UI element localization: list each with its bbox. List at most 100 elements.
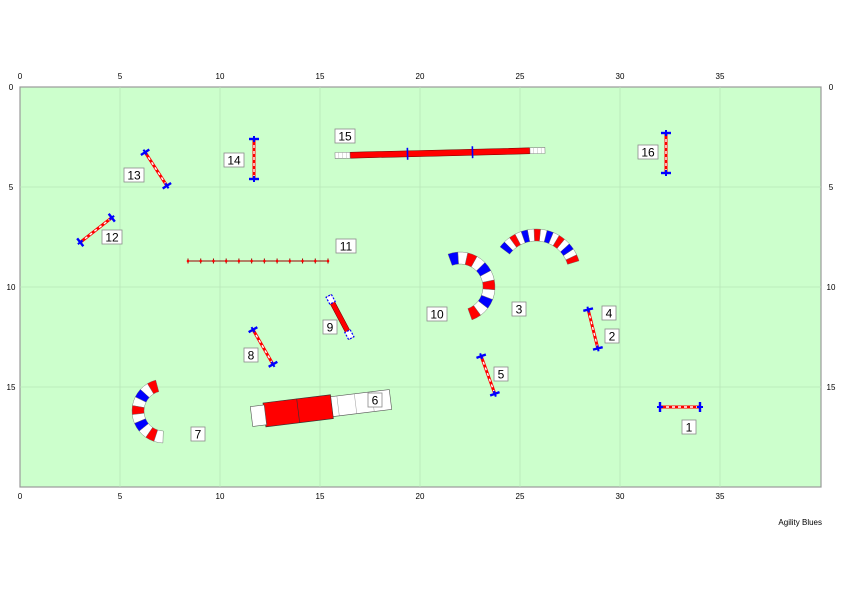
weave-pole-top bbox=[186, 259, 190, 263]
weave-pole-top bbox=[263, 259, 266, 263]
obstacle-label-13: 13 bbox=[123, 167, 145, 183]
obstacle-label-3: 3 bbox=[511, 301, 527, 317]
jump-wing-foot bbox=[164, 182, 170, 189]
x-tick-label-top: 15 bbox=[316, 72, 325, 81]
teeter-contact bbox=[325, 293, 336, 306]
credit-text: Agility Blues bbox=[778, 518, 822, 527]
jump-12 bbox=[76, 213, 116, 247]
weave-pole-top bbox=[224, 259, 228, 263]
label-number: 11 bbox=[340, 240, 353, 254]
chute-barrel-seam bbox=[296, 398, 300, 423]
obstacle-label-7: 7 bbox=[190, 426, 206, 442]
x-tick-label-bottom: 35 bbox=[716, 492, 725, 501]
tunnel-segment bbox=[533, 228, 541, 242]
jump-wing-foot bbox=[596, 345, 600, 352]
y-tick-label-right: 10 bbox=[827, 283, 836, 292]
label-box bbox=[426, 306, 448, 322]
weave-pole-top bbox=[275, 259, 279, 263]
label-box bbox=[604, 328, 620, 344]
x-tick-label-bottom: 10 bbox=[216, 492, 225, 501]
label-box bbox=[367, 392, 383, 408]
weave-pole-top bbox=[301, 259, 304, 263]
jump-bar-stripes bbox=[587, 309, 599, 349]
label-box bbox=[243, 347, 259, 363]
x-tick-label-bottom: 0 bbox=[18, 492, 23, 501]
obstacle-label-8: 8 bbox=[243, 347, 259, 363]
chute-fold bbox=[336, 395, 340, 416]
jump-bar-stripes bbox=[144, 151, 168, 187]
x-tick-label-bottom: 20 bbox=[416, 492, 425, 501]
jump-1 bbox=[657, 402, 703, 412]
label-number: 3 bbox=[516, 303, 523, 317]
label-number: 9 bbox=[327, 321, 334, 335]
weave-11 bbox=[186, 258, 330, 264]
y-tick-label-left: 10 bbox=[7, 283, 16, 292]
label-box bbox=[601, 305, 617, 321]
y-tick-label-left: 5 bbox=[9, 183, 14, 192]
jump-bar-stripes bbox=[79, 217, 113, 243]
jump-wing-foot bbox=[270, 361, 276, 368]
tunnel-segment bbox=[447, 251, 459, 266]
x-tick-label-top: 35 bbox=[716, 72, 725, 81]
jump-wing-foot bbox=[250, 326, 256, 333]
jump-wing-foot bbox=[492, 390, 497, 397]
jump-bar-stripes bbox=[252, 329, 274, 365]
label-number: 12 bbox=[105, 231, 119, 245]
label-number: 10 bbox=[430, 308, 444, 322]
tunnel-segment bbox=[499, 241, 514, 255]
x-tick-label-top: 0 bbox=[18, 72, 23, 81]
x-tick-label-top: 30 bbox=[616, 72, 625, 81]
tunnel-10 bbox=[447, 251, 496, 321]
jump-16 bbox=[661, 130, 671, 176]
obstacle-label-9: 9 bbox=[322, 319, 338, 335]
obstacle-label-15: 15 bbox=[334, 128, 356, 144]
weave-pole-top bbox=[313, 259, 317, 263]
bottom-axis-ticks: 0 5 10 15 20 25 30 35 bbox=[18, 492, 725, 501]
obstacle-label-16: 16 bbox=[637, 144, 659, 160]
obstacle-label-11: 11 bbox=[335, 238, 357, 254]
label-box bbox=[511, 301, 527, 317]
x-tick-label-bottom: 25 bbox=[516, 492, 525, 501]
label-number: 16 bbox=[641, 146, 655, 160]
label-box bbox=[223, 152, 245, 168]
label-number: 8 bbox=[248, 349, 255, 363]
label-box bbox=[334, 128, 356, 144]
label-number: 14 bbox=[227, 154, 241, 168]
x-tick-label-top: 5 bbox=[118, 72, 123, 81]
jump-wing-foot bbox=[586, 306, 590, 313]
label-box bbox=[637, 144, 659, 160]
jump-13 bbox=[140, 148, 172, 190]
y-tick-label-left: 15 bbox=[7, 383, 16, 392]
x-tick-label-bottom: 5 bbox=[118, 492, 123, 501]
obstacle-label-4: 4 bbox=[601, 305, 617, 321]
chute-fold bbox=[354, 393, 357, 414]
label-number: 2 bbox=[609, 330, 616, 344]
y-tick-label-right: 5 bbox=[829, 183, 834, 192]
label-box bbox=[493, 366, 509, 382]
weave-pole-top bbox=[212, 259, 215, 263]
x-tick-label-top: 10 bbox=[216, 72, 225, 81]
obstacle-label-10: 10 bbox=[426, 306, 448, 322]
label-box bbox=[335, 238, 357, 254]
teeter-9 bbox=[325, 293, 355, 341]
tunnel-segment bbox=[153, 429, 164, 444]
obstacle-label-1: 1 bbox=[681, 419, 697, 435]
label-box bbox=[322, 319, 338, 335]
obstacle-label-14: 14 bbox=[223, 152, 245, 168]
obstacle-label-6: 6 bbox=[367, 392, 383, 408]
obstacle-label-12: 12 bbox=[101, 229, 123, 245]
label-box bbox=[123, 167, 145, 183]
weave-pole-top bbox=[326, 259, 330, 263]
y-tick-label-right: 15 bbox=[827, 383, 836, 392]
jump-wing-foot bbox=[77, 239, 84, 245]
label-number: 1 bbox=[686, 421, 693, 435]
label-number: 13 bbox=[127, 169, 141, 183]
x-tick-label-bottom: 30 bbox=[616, 492, 625, 501]
label-box bbox=[681, 419, 697, 435]
weave-pole-top bbox=[199, 259, 203, 263]
x-tick-label-bottom: 15 bbox=[316, 492, 325, 501]
label-number: 5 bbox=[498, 368, 505, 382]
jump-14 bbox=[249, 136, 259, 182]
